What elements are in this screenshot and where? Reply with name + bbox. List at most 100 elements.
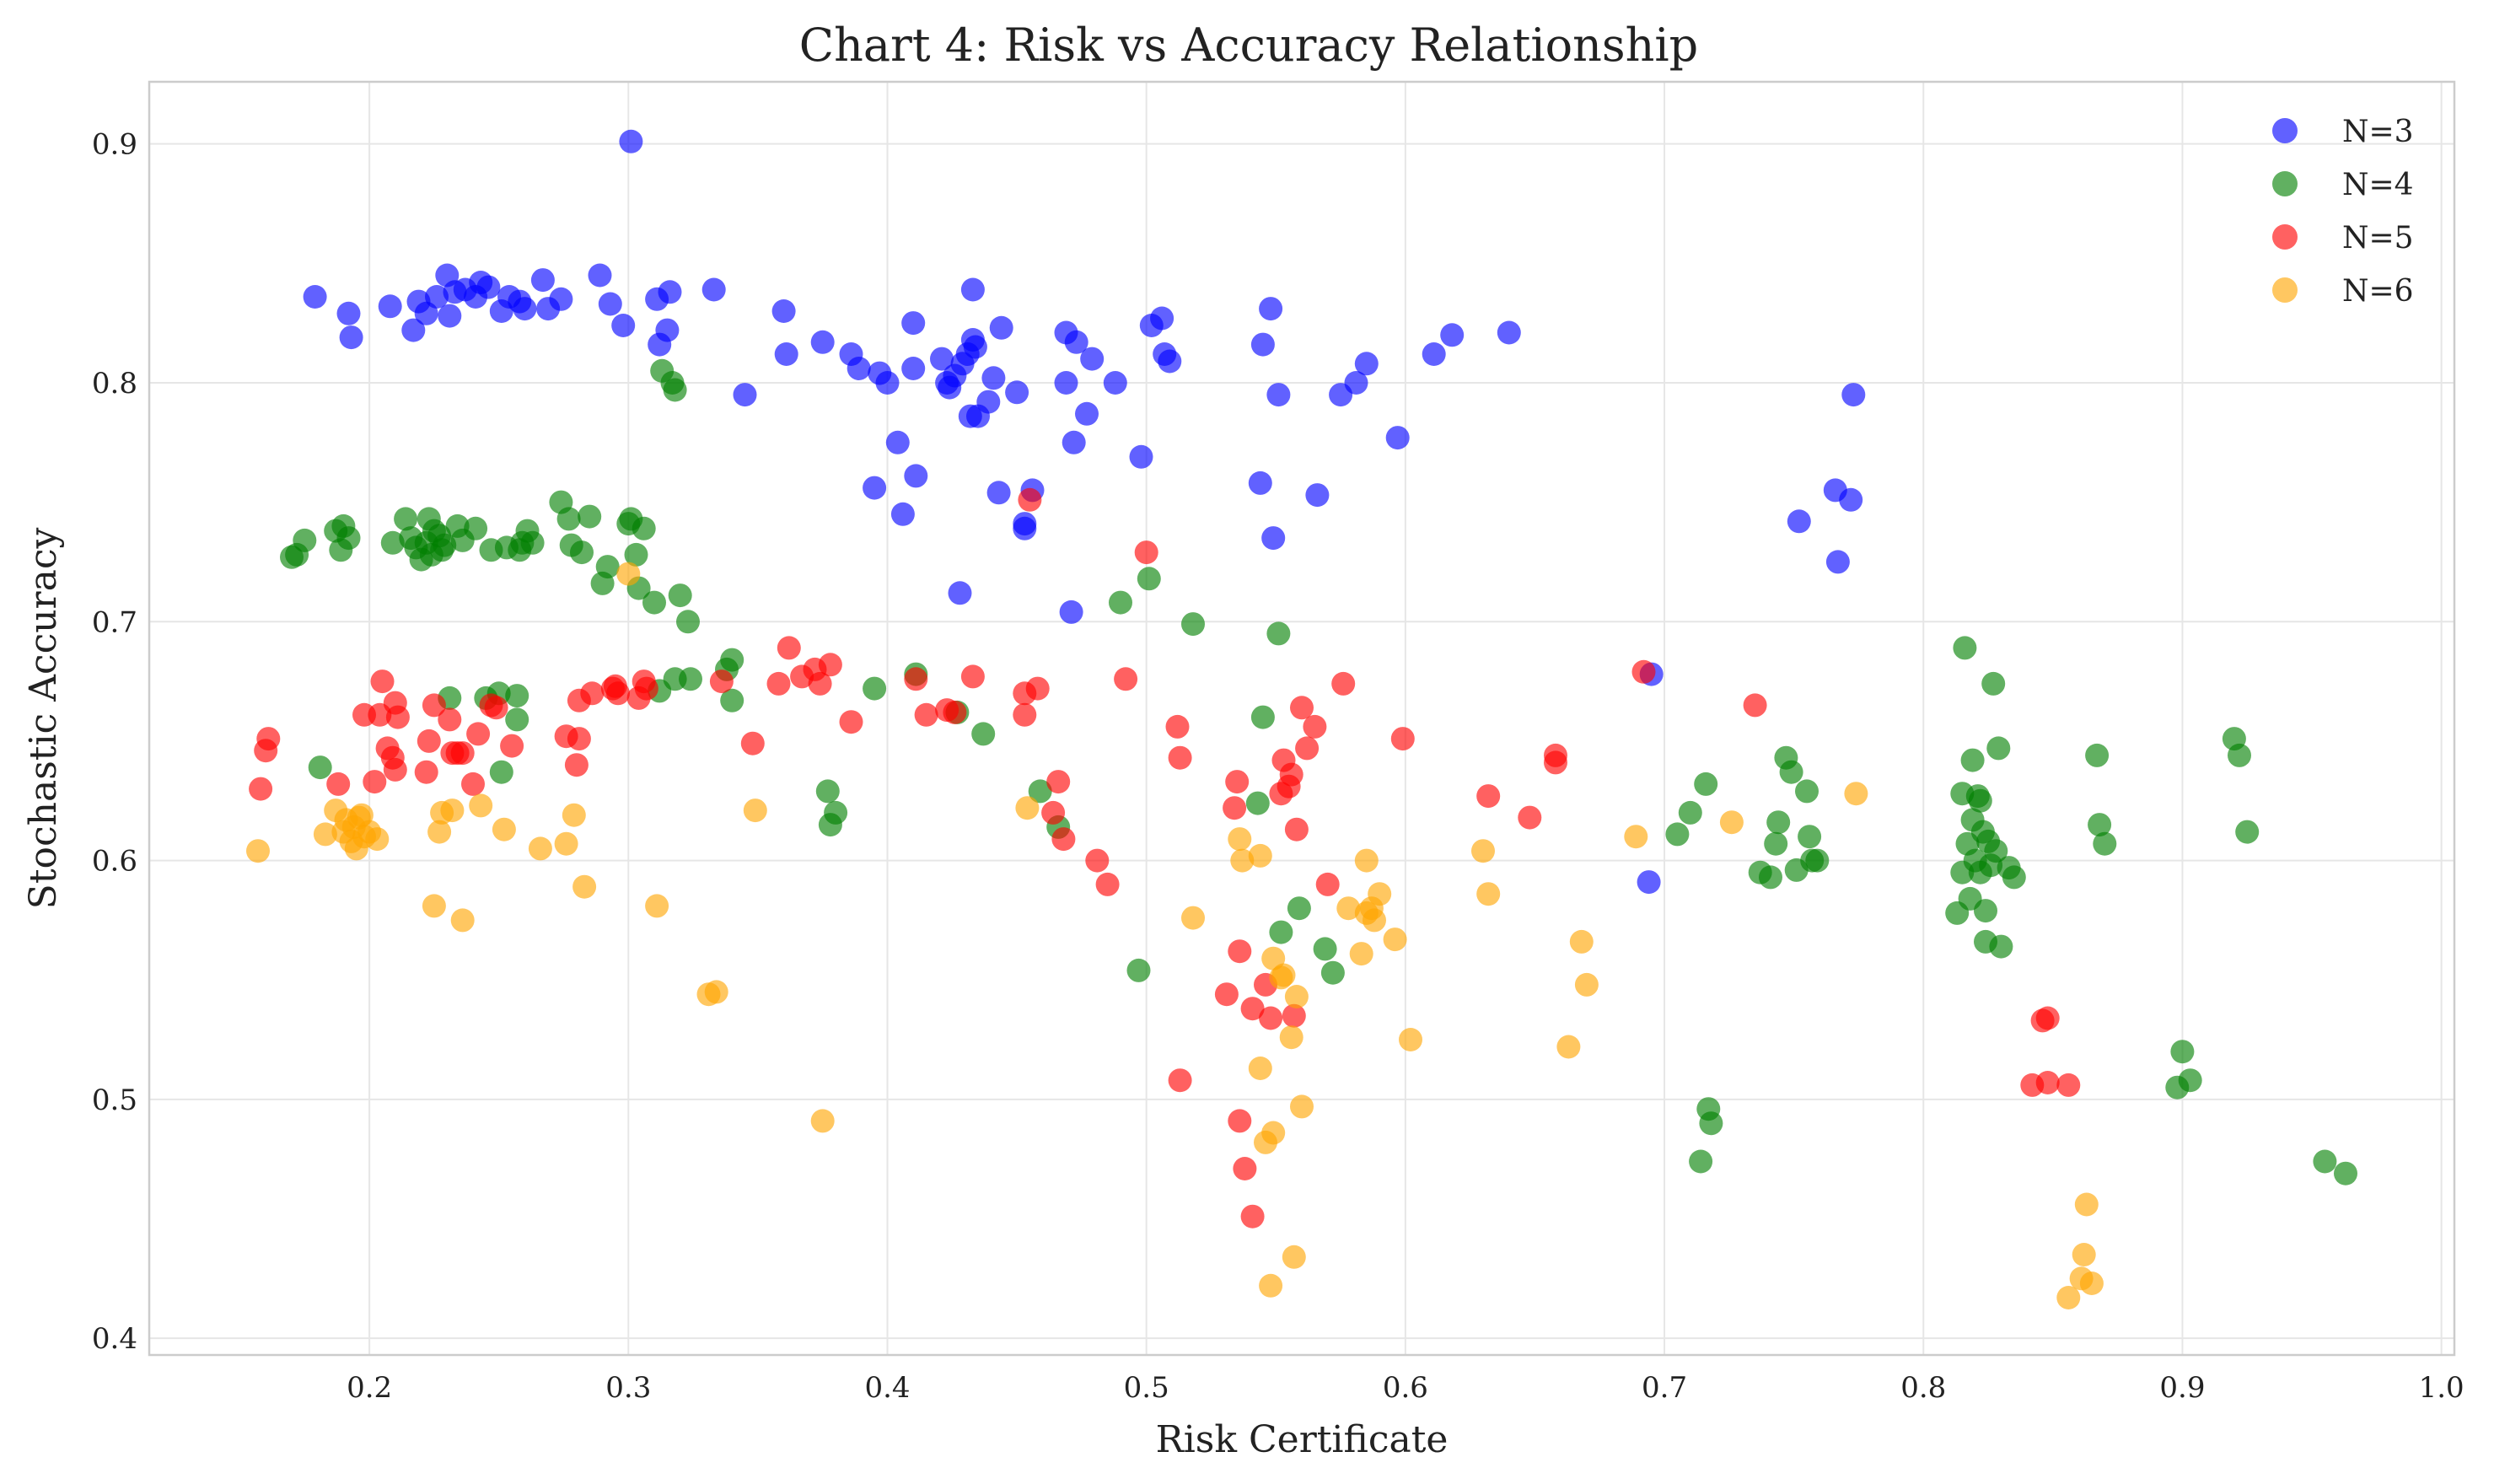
data-point <box>914 702 938 727</box>
data-point <box>1165 714 1190 739</box>
data-point <box>2056 1286 2081 1309</box>
x-tick-label: 0.8 <box>1900 1371 1946 1405</box>
data-point <box>1986 736 2011 761</box>
data-point <box>1279 762 1303 787</box>
data-point <box>1699 1111 1723 1136</box>
data-point <box>1354 352 1379 376</box>
x-tick-label: 1.0 <box>2419 1371 2464 1405</box>
data-point <box>1363 908 1386 933</box>
data-point <box>1313 937 1337 961</box>
data-point <box>1290 1094 1314 1119</box>
data-point <box>1284 817 1309 841</box>
x-tick-label: 0.4 <box>864 1371 910 1405</box>
data-point <box>567 727 591 751</box>
x-axis-ticks: 0.2 0.3 0.4 0.5 0.6 0.7 0.8 0.9 1.0 <box>347 1371 2464 1405</box>
data-point <box>339 325 363 350</box>
data-point <box>1953 636 1977 660</box>
data-point <box>1223 796 1247 820</box>
data-point <box>383 757 407 782</box>
data-point <box>1059 600 1083 624</box>
data-point <box>1422 342 1446 366</box>
data-point <box>774 342 798 366</box>
data-point <box>815 779 840 804</box>
data-point <box>1743 693 1767 718</box>
data-point <box>1168 745 1192 770</box>
data-point <box>1028 779 1052 804</box>
data-point <box>427 820 452 844</box>
data-point <box>461 772 485 796</box>
data-point <box>2085 743 2110 767</box>
data-point <box>2170 1040 2195 1064</box>
data-point <box>1476 882 1501 906</box>
data-point <box>365 827 390 852</box>
data-point <box>810 1109 835 1133</box>
data-point <box>1126 958 1151 982</box>
data-point <box>1303 714 1327 739</box>
data-point <box>733 383 757 407</box>
data-point <box>1271 963 1296 987</box>
data-point <box>2235 820 2260 844</box>
data-point <box>595 555 620 579</box>
x-axis-label: Risk Certificate <box>1156 1418 1449 1461</box>
data-point <box>1390 727 1415 751</box>
data-point <box>1261 1121 1286 1145</box>
data-point <box>1225 770 1250 794</box>
data-point <box>484 696 508 720</box>
data-point <box>1287 896 1311 921</box>
data-point <box>1779 760 1803 784</box>
data-point <box>303 285 327 309</box>
legend: N=3 N=4 N=5 N=6 <box>2272 115 2414 309</box>
data-point <box>1282 1003 1306 1028</box>
data-point <box>824 800 848 825</box>
data-point <box>1689 1149 1713 1174</box>
data-point <box>976 390 1001 414</box>
data-point <box>1181 906 1205 930</box>
data-point <box>1150 306 1174 331</box>
data-point <box>1109 590 1132 615</box>
data-point <box>2228 743 2251 767</box>
data-point <box>890 502 915 526</box>
x-tick-label: 0.5 <box>1124 1371 1169 1405</box>
data-point <box>530 268 555 293</box>
data-point <box>808 671 832 696</box>
data-point <box>1181 612 1205 637</box>
data-point <box>433 533 457 557</box>
data-point <box>624 542 648 567</box>
data-point <box>394 507 418 531</box>
series-4-points <box>246 562 2104 1309</box>
data-point <box>1844 782 1868 806</box>
data-point <box>1974 899 1997 923</box>
data-point <box>930 347 954 371</box>
data-point <box>2088 813 2112 837</box>
data-point <box>549 287 573 311</box>
x-tick-label: 0.7 <box>1642 1371 1687 1405</box>
data-point <box>943 700 967 724</box>
data-point <box>1134 540 1158 565</box>
data-point <box>1064 330 1088 354</box>
data-point <box>963 335 987 359</box>
data-point <box>580 681 605 706</box>
data-point <box>520 530 545 555</box>
data-point <box>1248 470 1272 495</box>
chart-title: Chart 4: Risk vs Accuracy Relationship <box>799 19 1698 72</box>
data-point <box>2002 865 2026 890</box>
data-point <box>1556 1035 1581 1059</box>
data-point <box>1719 810 1744 835</box>
data-point <box>572 874 597 899</box>
data-point <box>1290 696 1314 720</box>
data-point <box>1399 1028 1422 1051</box>
data-point <box>904 667 928 691</box>
data-point <box>1476 784 1501 809</box>
data-point <box>1158 349 1182 374</box>
data-point <box>1248 1057 1272 1080</box>
data-point <box>606 681 630 706</box>
data-point <box>971 722 996 746</box>
data-point <box>1665 822 1690 847</box>
data-point <box>466 722 491 746</box>
data-point <box>1694 772 1718 796</box>
data-point <box>839 710 863 734</box>
data-point <box>1005 380 1029 405</box>
data-point <box>658 280 682 304</box>
data-point <box>1960 748 1985 772</box>
data-point <box>1025 676 1050 701</box>
